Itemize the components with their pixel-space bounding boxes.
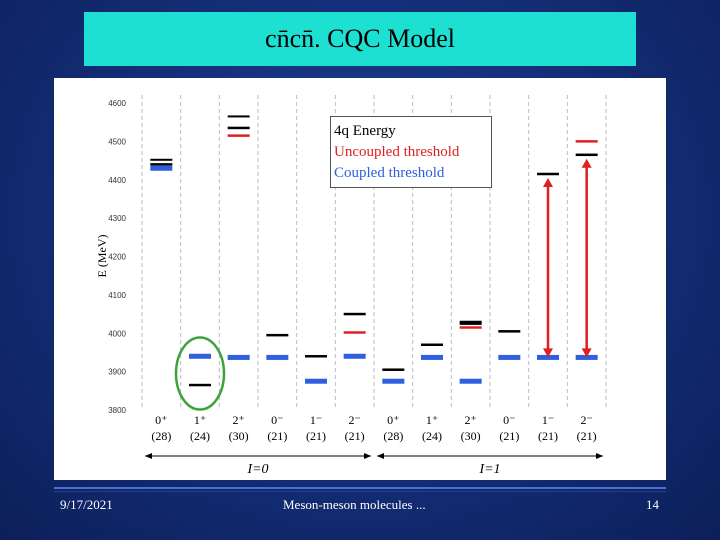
level-mark (227, 115, 250, 118)
level-mark (459, 320, 482, 323)
y-axis-label: E (MeV) (95, 235, 109, 278)
legend-coupled-threshold: Coupled threshold (334, 165, 445, 181)
x-tick-label-count: (30) (461, 429, 481, 443)
x-tick-label-count: (24) (190, 429, 210, 443)
level-mark (382, 378, 405, 384)
x-tick-label-count: (28) (151, 429, 171, 443)
level-mark (305, 355, 327, 358)
footer-date: 9/17/2021 (60, 497, 113, 512)
level-mark (498, 354, 521, 360)
y-tick-label: 4200 (108, 253, 126, 262)
x-tick-label-count: (21) (538, 429, 558, 443)
gap-arrow-head-top (581, 158, 592, 168)
level-mark (459, 326, 482, 329)
footer-divider-thin (54, 491, 666, 492)
highlight-ellipse (174, 336, 226, 411)
group-label: I=0 (246, 462, 268, 477)
x-tick-label-count: (28) (383, 429, 403, 443)
group-bracket-arrow-right (364, 453, 371, 459)
y-tick-label: 4100 (108, 291, 126, 300)
level-mark (266, 333, 289, 337)
y-tick-label: 3900 (108, 368, 126, 377)
x-tick-label-jp: 0⁻ (271, 413, 283, 427)
level-mark (227, 134, 250, 137)
x-tick-label-jp: 1⁻ (542, 413, 554, 427)
level-mark (266, 354, 289, 360)
gap-arrow-head-top (543, 177, 553, 187)
level-mark (575, 140, 598, 143)
level-mark (150, 165, 173, 171)
footer-divider (54, 487, 666, 489)
slide-title: cn̄cn̄. CQC Model (265, 24, 455, 53)
y-tick-label: 4300 (108, 214, 126, 223)
x-tick-label-count: (24) (422, 429, 442, 443)
level-mark (189, 353, 211, 359)
x-tick-label-count: (30) (229, 429, 249, 443)
x-tick-label-count: (21) (577, 429, 597, 443)
legend-4q-energy: 4q Energy (334, 123, 396, 139)
footer-center-text: Meson-meson molecules ... (283, 497, 426, 512)
chart-legend: 4q Energy Uncoupled threshold Coupled th… (330, 116, 492, 188)
x-tick-label-jp: 1⁺ (426, 413, 438, 427)
title-box: cn̄cn̄. CQC Model (84, 12, 636, 66)
x-tick-label-count: (21) (499, 429, 519, 443)
level-mark (421, 343, 443, 347)
x-tick-label-count: (21) (345, 429, 365, 443)
level-mark (459, 322, 482, 325)
y-tick-label: 4000 (108, 329, 126, 338)
level-mark (382, 368, 405, 371)
level-mark (343, 312, 366, 316)
footer-page-number: 14 (646, 497, 659, 512)
group-bracket-arrow-right (596, 453, 603, 459)
x-tick-label-jp: 0⁺ (155, 413, 167, 427)
level-mark (343, 353, 366, 359)
level-mark (150, 158, 173, 161)
x-tick-label-count: (21) (306, 429, 326, 443)
x-tick-label-jp: 2⁻ (580, 413, 592, 427)
level-mark (537, 172, 559, 176)
gap-arrow-head-bottom (581, 348, 592, 358)
level-mark (459, 378, 482, 384)
x-tick-label-jp: 0⁻ (503, 413, 515, 427)
group-bracket-arrow-left (145, 453, 152, 459)
group-bracket-arrow-left (377, 453, 384, 459)
level-mark (227, 354, 250, 360)
x-tick-label-jp: 2⁺ (464, 413, 476, 427)
level-mark (305, 378, 327, 384)
x-tick-label-jp: 1⁺ (194, 413, 206, 427)
legend-uncoupled-threshold: Uncoupled threshold (334, 144, 460, 160)
level-mark (343, 331, 366, 334)
gap-arrow-head-bottom (543, 348, 553, 358)
level-mark (189, 383, 211, 387)
x-tick-label-jp: 0⁺ (387, 413, 399, 427)
y-tick-label: 3800 (108, 406, 126, 415)
y-tick-label: 4600 (108, 99, 126, 108)
level-mark (575, 153, 598, 157)
x-tick-label-jp: 2⁻ (348, 413, 360, 427)
y-tick-label: 4500 (108, 137, 126, 146)
level-mark (421, 354, 443, 360)
y-tick-label: 4400 (108, 176, 126, 185)
x-tick-label-jp: 1⁻ (310, 413, 322, 427)
level-mark (150, 163, 173, 166)
group-label: I=1 (478, 462, 500, 477)
x-tick-label-count: (21) (267, 429, 287, 443)
level-mark (227, 126, 250, 130)
level-mark (498, 330, 521, 333)
x-tick-label-jp: 2⁺ (232, 413, 244, 427)
